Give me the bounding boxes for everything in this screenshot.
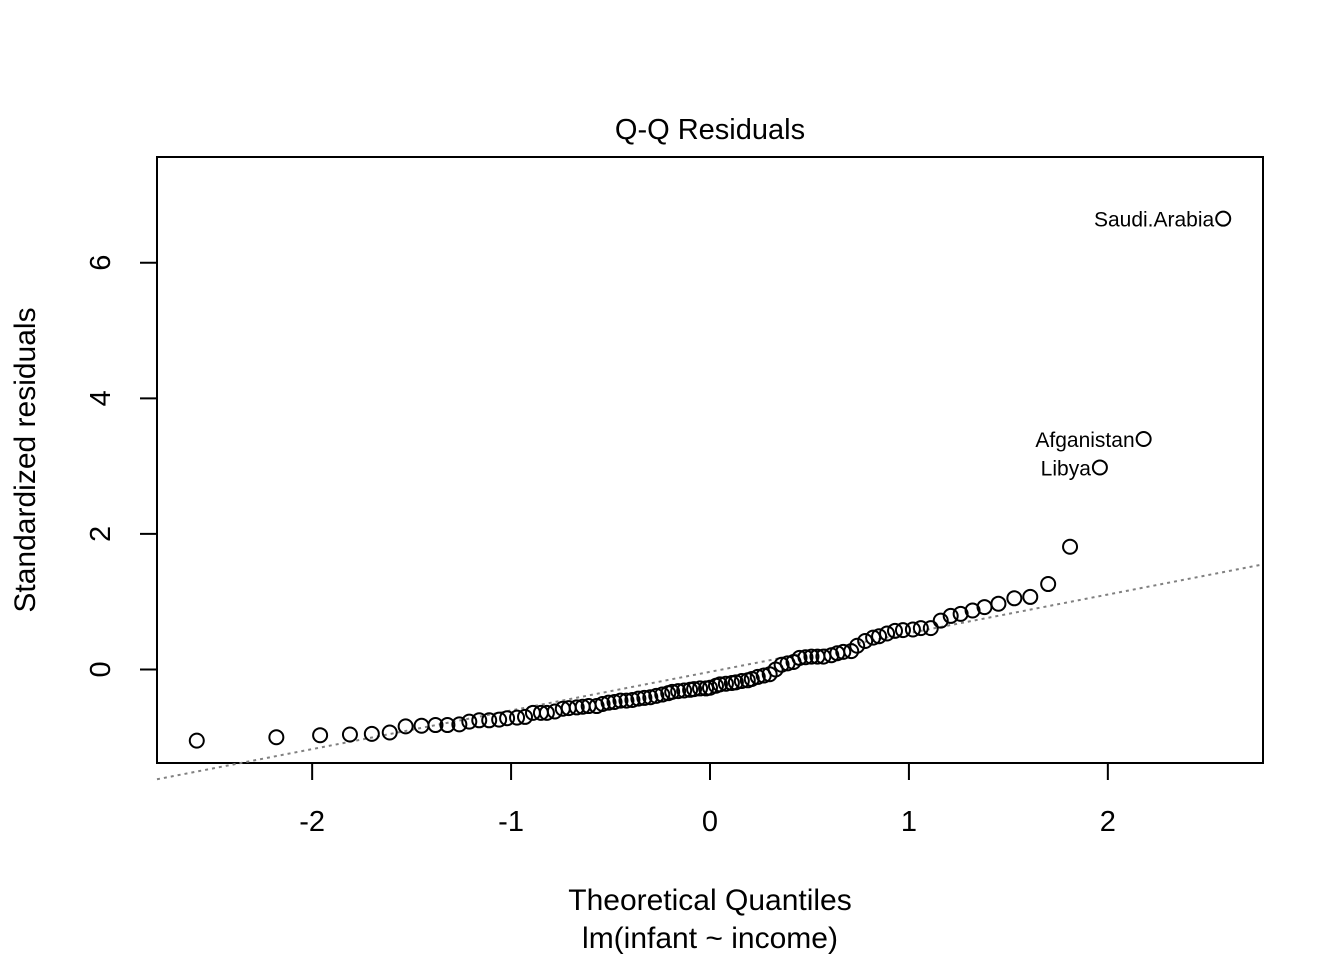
data-point xyxy=(749,668,766,685)
data-point xyxy=(1215,210,1232,227)
data-point xyxy=(835,643,852,660)
data-point xyxy=(481,712,498,729)
data-point xyxy=(427,717,444,734)
data-point xyxy=(630,690,647,707)
chart-title: Q-Q Residuals xyxy=(615,114,805,146)
data-point xyxy=(188,732,205,749)
data-point xyxy=(606,693,623,710)
data-point xyxy=(922,620,939,637)
x-tick-label: 0 xyxy=(702,806,718,838)
data-point xyxy=(618,692,635,709)
data-point xyxy=(692,680,709,697)
data-point xyxy=(546,703,563,720)
data-point xyxy=(797,649,814,666)
data-point xyxy=(600,694,617,711)
data-point xyxy=(879,625,896,642)
data-point xyxy=(773,656,790,673)
y-tick-label: 0 xyxy=(85,661,117,677)
data-point xyxy=(849,637,866,654)
data-point xyxy=(1022,588,1039,605)
data-point xyxy=(904,621,921,638)
data-point xyxy=(499,710,516,727)
data-point xyxy=(1135,430,1152,447)
data-point xyxy=(686,681,703,698)
data-point xyxy=(381,724,398,741)
data-point xyxy=(952,605,969,622)
data-point xyxy=(942,607,959,624)
data-point xyxy=(461,713,478,730)
data-point xyxy=(676,682,693,699)
y-axis-label: Standardized residuals xyxy=(9,307,42,612)
data-point xyxy=(636,689,653,706)
data-point xyxy=(654,686,671,703)
data-point xyxy=(491,711,508,728)
point-label: Saudi.Arabia xyxy=(1094,209,1215,232)
data-point xyxy=(341,726,358,743)
data-point xyxy=(1006,590,1023,607)
data-point xyxy=(268,729,285,746)
data-point xyxy=(990,595,1007,612)
data-point xyxy=(363,725,380,742)
point-labels: Saudi.Arabia Afganistan Libya xyxy=(1035,209,1214,481)
x-tick-label: -1 xyxy=(498,806,524,838)
reference-line xyxy=(156,563,1264,781)
x-axis: -2 -1 0 1 2 xyxy=(299,762,1116,838)
data-point xyxy=(471,712,488,729)
data-point xyxy=(670,683,687,700)
y-tick-label: 4 xyxy=(85,390,117,406)
y-axis: 0 2 4 6 xyxy=(85,255,158,678)
point-label: Afganistan xyxy=(1035,429,1134,452)
data-point xyxy=(803,648,820,665)
x-axis-label: Theoretical Quantiles xyxy=(568,884,851,917)
data-point xyxy=(312,727,329,744)
data-point xyxy=(594,696,611,713)
data-point xyxy=(871,628,888,645)
data-point xyxy=(964,602,981,619)
data-point xyxy=(727,674,744,691)
x-tick-label: 1 xyxy=(901,806,917,838)
data-point xyxy=(733,672,750,689)
data-point xyxy=(1062,538,1079,555)
points-layer xyxy=(188,210,1232,749)
data-point xyxy=(912,620,929,637)
data-point xyxy=(612,692,629,709)
data-point xyxy=(791,649,808,666)
data-point xyxy=(397,718,414,735)
y-tick-label: 2 xyxy=(85,526,117,542)
x-tick-label: -2 xyxy=(299,806,325,838)
data-point xyxy=(865,629,882,646)
data-point xyxy=(451,716,468,733)
data-point xyxy=(568,699,585,716)
data-point xyxy=(894,622,911,639)
data-point xyxy=(439,717,456,734)
x-tick-label: 2 xyxy=(1100,806,1116,838)
point-label: Libya xyxy=(1041,457,1092,480)
data-point xyxy=(509,709,526,726)
data-point xyxy=(538,704,555,721)
x-axis-subtitle: lm(infant ~ income) xyxy=(582,922,838,955)
data-point xyxy=(648,687,665,704)
data-point xyxy=(857,632,874,649)
data-point xyxy=(886,622,903,639)
data-point xyxy=(413,717,430,734)
data-point xyxy=(1091,459,1108,476)
data-point xyxy=(664,683,681,700)
data-point xyxy=(711,676,728,693)
data-point xyxy=(517,708,534,725)
data-point xyxy=(624,691,641,708)
data-point xyxy=(717,675,734,692)
y-tick-label: 6 xyxy=(85,255,117,271)
data-point xyxy=(642,689,659,706)
data-point xyxy=(1040,576,1057,593)
data-point xyxy=(932,612,949,629)
